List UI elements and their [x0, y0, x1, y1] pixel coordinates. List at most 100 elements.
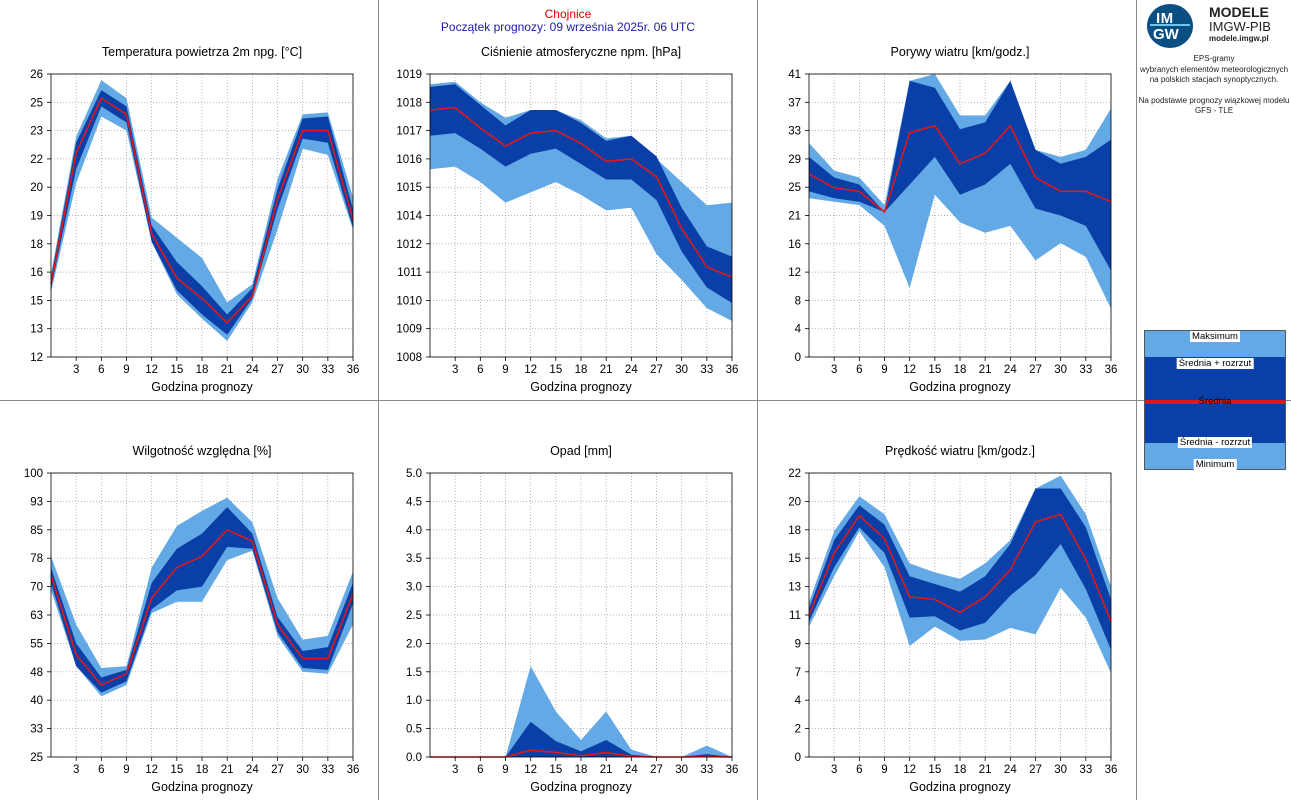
- x-tick-label: 33: [321, 364, 334, 376]
- x-tick-label: 33: [1079, 364, 1092, 376]
- y-tick-label: 33: [788, 126, 801, 138]
- description-line: [1137, 86, 1291, 96]
- x-tick-label: 21: [221, 364, 234, 376]
- mean-line: [429, 106, 733, 278]
- y-tick-label: 37: [788, 97, 801, 109]
- x-tick-label: 12: [903, 764, 916, 776]
- legend-label-max: Maksimum: [1190, 331, 1240, 342]
- y-tick-label: 13: [788, 582, 801, 594]
- x-tick-label: 30: [675, 364, 688, 376]
- x-tick-label: 24: [1004, 764, 1017, 776]
- description-line: na polskich stacjach synoptycznych.: [1149, 75, 1279, 84]
- x-tick-label: 21: [600, 764, 613, 776]
- x-tick-label: 6: [98, 764, 104, 776]
- x-tick-label: 12: [524, 364, 537, 376]
- chart-title: Porywy wiatru [km/godz.]: [891, 45, 1030, 59]
- y-tick-label: 1.5: [406, 667, 422, 679]
- y-tick-label: 5.0: [406, 468, 422, 480]
- y-tick-label: 63: [30, 610, 43, 622]
- chart-title: Wilgotność względna [%]: [133, 444, 272, 458]
- description-line: GFS - TLE: [1194, 106, 1234, 115]
- y-tick-label: 1016: [396, 154, 422, 166]
- x-tick-label: 12: [903, 364, 916, 376]
- logo-text-top: IM: [1156, 10, 1174, 27]
- y-tick-label: 4: [795, 324, 802, 336]
- y-tick-label: 25: [30, 97, 43, 109]
- x-axis-label: Godzina prognozy: [909, 780, 1011, 794]
- x-axis-label: Godzina prognozy: [909, 380, 1011, 394]
- chart-4: Wilgotność względna [%]25334048556370788…: [24, 444, 360, 794]
- y-tick-label: 1014: [396, 211, 422, 223]
- y-tick-label: 33: [30, 724, 43, 736]
- x-tick-label: 27: [1029, 364, 1042, 376]
- x-tick-label: 9: [502, 764, 508, 776]
- x-tick-label: 24: [625, 764, 638, 776]
- x-tick-label: 33: [321, 764, 334, 776]
- x-tick-label: 33: [1079, 764, 1092, 776]
- x-axis-label: Godzina prognozy: [151, 780, 253, 794]
- x-tick-label: 21: [221, 764, 234, 776]
- x-tick-label: 3: [452, 364, 458, 376]
- x-tick-label: 15: [928, 764, 941, 776]
- y-tick-label: 1019: [396, 69, 422, 81]
- y-tick-label: 3.5: [406, 553, 422, 565]
- chart-3: Porywy wiatru [km/godz.]0481216212529333…: [788, 45, 1117, 394]
- x-tick-label: 36: [347, 364, 360, 376]
- brand-title: MODELE: [1209, 4, 1269, 20]
- y-tick-label: 16: [30, 267, 43, 279]
- logo-wave: [1150, 24, 1190, 26]
- logo-text-bottom: GW: [1153, 26, 1179, 43]
- forecast-header: Chojnice Początek prognozy: 09 września …: [379, 8, 757, 34]
- chart-6: Prędkość wiatru [km/godz.]02479111315182…: [788, 444, 1117, 794]
- legend-label-mean: Średnia: [1198, 396, 1232, 407]
- x-tick-label: 3: [73, 764, 79, 776]
- y-tick-label: 1012: [396, 239, 422, 251]
- band-mean-spread: [430, 721, 732, 757]
- y-tick-label: 23: [30, 126, 43, 138]
- x-tick-label: 12: [524, 764, 537, 776]
- x-tick-label: 9: [502, 364, 508, 376]
- y-tick-label: 1010: [396, 295, 422, 307]
- x-tick-label: 36: [726, 764, 739, 776]
- x-tick-label: 30: [1054, 764, 1067, 776]
- x-tick-label: 30: [296, 764, 309, 776]
- x-tick-label: 6: [98, 364, 104, 376]
- x-tick-label: 36: [1105, 764, 1118, 776]
- y-tick-label: 1018: [396, 97, 422, 109]
- band-mean-spread: [809, 488, 1111, 650]
- y-tick-label: 1011: [397, 267, 422, 279]
- y-tick-label: 9: [795, 638, 801, 650]
- chart-title: Temperatura powietrza 2m npg. [°C]: [102, 45, 302, 59]
- y-tick-label: 16: [788, 239, 801, 251]
- y-tick-label: 15: [788, 553, 801, 565]
- description: EPS-gramy wybranych elementów meteorolog…: [1137, 54, 1291, 117]
- x-tick-label: 30: [1054, 364, 1067, 376]
- x-tick-label: 30: [296, 364, 309, 376]
- legend-label-mean-plus: Średnia + rozrzut: [1176, 358, 1254, 369]
- y-tick-label: 22: [30, 154, 43, 166]
- y-tick-label: 22: [788, 468, 801, 480]
- x-tick-label: 12: [145, 364, 158, 376]
- y-tick-label: 70: [30, 582, 43, 594]
- x-tick-label: 21: [979, 764, 992, 776]
- legend: Maksimum Średnia + rozrzut Średnia Średn…: [1144, 330, 1286, 470]
- x-tick-label: 27: [1029, 764, 1042, 776]
- y-tick-label: 2: [795, 724, 801, 736]
- y-tick-label: 12: [788, 267, 801, 279]
- band-mean-spread: [430, 84, 732, 303]
- y-tick-label: 25: [30, 752, 43, 764]
- y-tick-label: 41: [788, 69, 801, 81]
- y-tick-label: 11: [789, 610, 801, 622]
- legend-label-min: Minimum: [1193, 459, 1237, 470]
- y-tick-label: 21: [788, 211, 801, 223]
- mean-line: [808, 513, 1112, 622]
- imgw-logo-icon: IM GW: [1147, 4, 1193, 48]
- x-axis-label: Godzina prognozy: [151, 380, 253, 394]
- y-tick-label: 25: [788, 182, 801, 194]
- station-name: Chojnice: [544, 7, 592, 21]
- y-tick-label: 85: [30, 525, 43, 537]
- x-tick-label: 27: [271, 764, 284, 776]
- x-tick-label: 27: [271, 364, 284, 376]
- x-tick-label: 18: [196, 364, 209, 376]
- legend-line-mean: [1145, 400, 1285, 404]
